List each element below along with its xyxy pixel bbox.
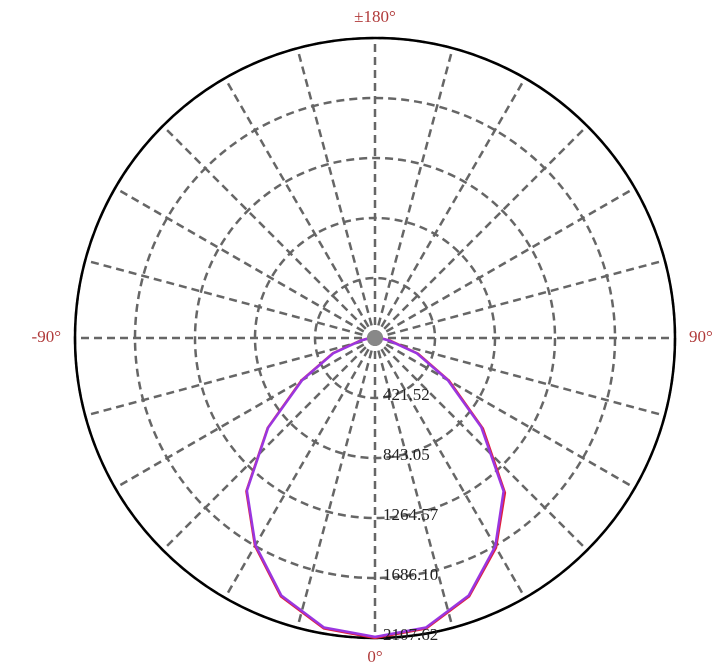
spoke — [114, 186, 376, 340]
ring-grid — [253, 216, 497, 460]
spoke — [114, 336, 376, 490]
curve — [245, 336, 505, 639]
spoke — [223, 337, 377, 599]
spoke — [223, 77, 377, 339]
spoke — [374, 124, 589, 339]
spoke — [374, 336, 666, 417]
spoke — [374, 336, 636, 490]
spoke — [374, 186, 636, 340]
spoke — [374, 337, 589, 552]
spoke — [373, 337, 454, 629]
ring-grid — [193, 156, 557, 520]
ring-grid — [313, 276, 437, 400]
ring-label: 2107.62 — [383, 625, 438, 644]
spoke — [84, 259, 376, 340]
angle-label: ±180° — [354, 7, 396, 26]
spoke — [373, 47, 454, 339]
ring-grid — [133, 96, 617, 580]
center-dot — [367, 330, 383, 346]
spoke — [296, 47, 377, 339]
spoke — [296, 337, 377, 629]
spoke — [161, 337, 376, 552]
spoke — [84, 336, 376, 417]
spoke — [161, 124, 376, 339]
angle-label: -90° — [32, 327, 61, 346]
ring-label: 1686.10 — [383, 565, 438, 584]
ring-label: 1264.57 — [383, 505, 439, 524]
ring-label: 843.05 — [383, 445, 430, 464]
ring-label: 421.52 — [383, 385, 430, 404]
spoke — [373, 77, 527, 339]
angle-label: 0° — [367, 647, 382, 666]
spoke — [373, 337, 527, 599]
angle-label: 90° — [689, 327, 713, 346]
spoke — [374, 259, 666, 340]
